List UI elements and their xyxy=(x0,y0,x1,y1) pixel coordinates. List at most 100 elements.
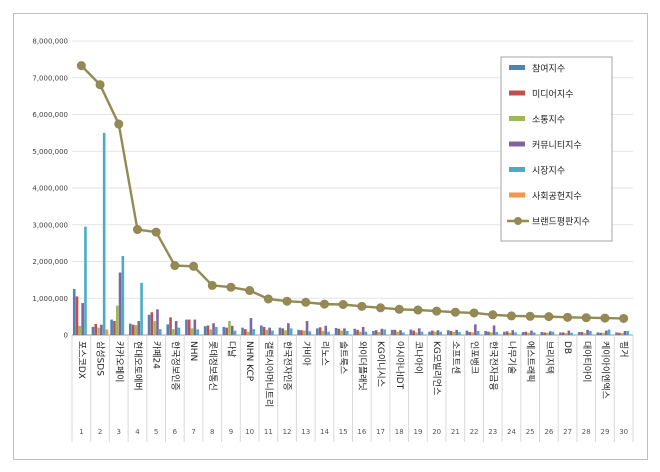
bar xyxy=(353,328,357,335)
category-label: 나무기술 xyxy=(506,341,517,374)
bar xyxy=(530,330,533,335)
bar xyxy=(402,332,405,335)
bar xyxy=(455,329,458,335)
bar xyxy=(121,255,125,335)
bar xyxy=(514,332,517,335)
y-tick-label: 1,000,000 xyxy=(32,295,68,303)
bar xyxy=(177,327,181,335)
bar xyxy=(140,282,143,335)
bar xyxy=(72,289,76,335)
bar xyxy=(228,321,231,335)
bar xyxy=(129,323,132,335)
bar xyxy=(305,321,309,335)
bar xyxy=(476,330,480,335)
bar xyxy=(615,332,618,335)
line-point xyxy=(600,313,610,323)
index-label: 3 xyxy=(117,428,121,436)
bar xyxy=(546,332,549,335)
category-label: 인포뱅크 xyxy=(469,341,480,374)
bar xyxy=(489,332,493,335)
bar xyxy=(471,332,474,335)
index-label: 23 xyxy=(488,428,497,436)
category-label: 한국전자인증 xyxy=(282,341,293,391)
bar xyxy=(583,333,587,335)
line-point xyxy=(76,61,86,71)
bar xyxy=(495,332,499,335)
line-point xyxy=(619,313,629,323)
category-label: 가비아 xyxy=(300,341,311,367)
bar xyxy=(289,328,293,335)
bar xyxy=(599,332,602,335)
bar xyxy=(105,329,109,335)
bar xyxy=(390,329,394,335)
bar xyxy=(187,319,191,335)
bar xyxy=(409,329,413,335)
bar xyxy=(308,331,312,335)
bar xyxy=(252,329,256,335)
legend-swatch xyxy=(509,192,525,198)
bar xyxy=(543,332,546,335)
bar xyxy=(396,331,400,335)
category-label: 솔트룩스 xyxy=(338,341,349,374)
index-label: 24 xyxy=(507,428,516,436)
line-point xyxy=(189,261,199,271)
line-point xyxy=(357,301,367,311)
index-label: 13 xyxy=(301,428,310,436)
bar xyxy=(278,327,282,335)
bar xyxy=(439,331,443,335)
bar xyxy=(602,332,605,335)
index-label: 29 xyxy=(600,428,609,436)
bar xyxy=(209,329,213,335)
bar xyxy=(415,332,418,335)
index-label: 10 xyxy=(245,428,254,436)
bar xyxy=(604,330,608,335)
index-label: 14 xyxy=(320,428,329,436)
category-label: 리노스 xyxy=(319,341,330,366)
bar xyxy=(596,332,600,335)
category-label: KG이니시스 xyxy=(375,341,386,387)
line-point xyxy=(132,225,142,235)
bar xyxy=(212,323,215,335)
line-point xyxy=(282,296,292,306)
index-label: 15 xyxy=(339,428,348,436)
bar xyxy=(281,328,285,335)
category-label: 케이아이엔엑스 xyxy=(599,341,611,399)
bar xyxy=(521,332,525,335)
line-point xyxy=(581,313,591,323)
index-label: 9 xyxy=(229,428,233,436)
category-label: NHN xyxy=(188,341,198,361)
bar xyxy=(436,330,440,335)
legend-swatch xyxy=(509,141,525,147)
index-label: 4 xyxy=(135,428,140,436)
line-point xyxy=(488,310,498,320)
y-tick-label: 5,000,000 xyxy=(32,148,68,156)
legend-label: 브랜드평판지수 xyxy=(532,217,590,228)
bar xyxy=(343,328,346,335)
bar xyxy=(206,325,210,335)
legend-label: 소통지수 xyxy=(532,115,565,126)
index-label: 17 xyxy=(376,428,385,436)
bar xyxy=(527,332,530,335)
bar xyxy=(158,329,162,335)
index-label: 18 xyxy=(395,428,404,436)
legend-label: 참여지수 xyxy=(532,63,565,75)
bar xyxy=(102,132,106,335)
bar xyxy=(580,332,584,335)
bar xyxy=(548,331,552,335)
legend-box xyxy=(500,56,613,242)
bar xyxy=(433,331,437,335)
bar xyxy=(412,330,415,335)
bar xyxy=(284,330,287,335)
bar xyxy=(428,331,431,335)
category-label: 한국전자금융 xyxy=(487,341,498,391)
bar xyxy=(287,323,290,335)
bar xyxy=(249,318,253,335)
bar xyxy=(589,330,592,335)
bar xyxy=(327,331,330,335)
category-label: 롯데정보통신 xyxy=(207,341,218,391)
bar xyxy=(75,296,79,335)
index-label: 7 xyxy=(191,428,195,436)
bar xyxy=(118,272,122,335)
category-label: 카페24 xyxy=(151,341,162,369)
bar xyxy=(607,329,611,335)
